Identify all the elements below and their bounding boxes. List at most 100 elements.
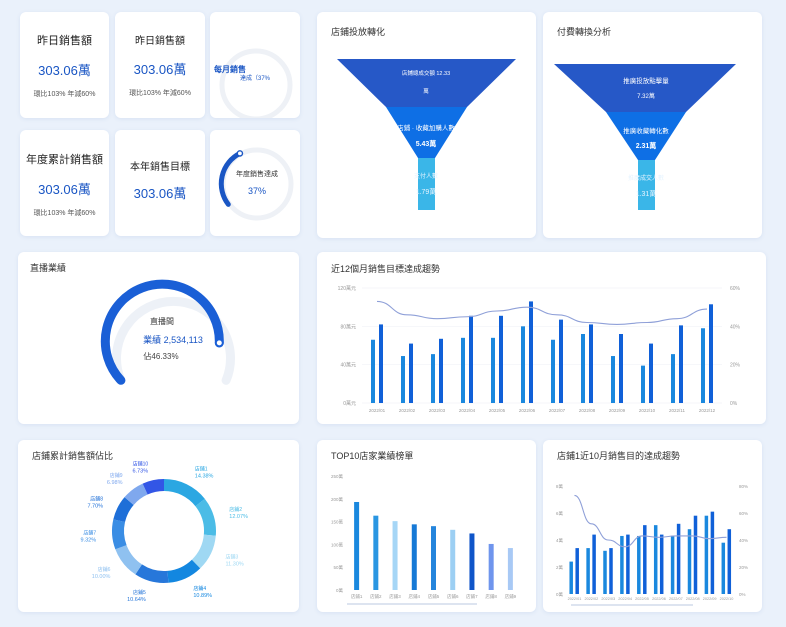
slice-value: 14.38% [195, 474, 214, 480]
slice-value: 11.30% [226, 561, 244, 567]
bar [653, 525, 658, 594]
trend-12-month-chart: 0萬元 40萬元 80萬元 120萬元 0% 20% 40% 60% 2022/01 2022/0… [338, 285, 741, 413]
bar [679, 325, 683, 403]
bar [637, 535, 641, 594]
bar [392, 521, 398, 590]
x-tick-label: 2022/04 [618, 597, 632, 601]
series-line [574, 494, 727, 548]
funnel-stage-2-value: 2.31萬 [636, 141, 657, 150]
donut-slice [167, 559, 201, 583]
gauge-percent: 佔46.33% [143, 351, 178, 361]
funnel-stage-3 [638, 160, 655, 210]
funnel-stage-2 [606, 112, 686, 160]
funnel-stage-1-value: 萬 [423, 87, 429, 95]
slice-value: 6.73% [133, 468, 149, 474]
funnel-stage-3-label: 支付人數 [414, 172, 438, 180]
x-tick-label: 2022/08 [686, 597, 700, 601]
x-tick-label: 店鋪9 [505, 593, 517, 600]
bar [704, 515, 709, 594]
x-tick-label: 2022/05 [635, 597, 649, 601]
x-tick-label: 店鋪5 [428, 593, 440, 600]
bar [551, 339, 555, 403]
x-tick-label: 店鋪2 [370, 593, 382, 600]
year-achieve-gauge-card: 年度銷售達成 37% [210, 130, 300, 236]
bar [592, 534, 596, 594]
slice-value: 7.70% [87, 503, 103, 509]
bar [450, 529, 456, 590]
x-tick-label: 2022/01 [369, 408, 386, 413]
slice-label: 店鋪2 [229, 506, 242, 513]
gauge-title: 每月銷售 [214, 64, 246, 74]
live-performance-card: 直播業績 直播間 業績 2,534,113 佔46.33% [18, 252, 299, 424]
x-tick-label: 2022/03 [429, 408, 446, 413]
bar [693, 515, 698, 594]
y-tick-label: 150萬 [331, 519, 344, 526]
funnel-stage-3-label: 推廣成交人數 [628, 174, 664, 182]
funnel-stage-1-label: 推廣投放點擊量 [623, 76, 669, 85]
kpi-title: 昨日銷售額 [135, 36, 185, 47]
slice-label: 店鋪7 [83, 529, 96, 536]
slice-label: 店鋪5 [133, 589, 146, 596]
funnel-stage-1 [337, 59, 516, 107]
bar [710, 511, 715, 594]
x-tick-label: 2022/02 [584, 597, 598, 601]
kpi-title: 昨日銷售額 [37, 35, 92, 47]
slice-value: 6.98% [107, 480, 123, 486]
x-tick-label: 店鋪7 [466, 593, 478, 600]
slice-value: 9.32% [81, 537, 97, 543]
slice-label: 店鋪10 [133, 460, 149, 467]
x-tick-label: 2022/11 [669, 408, 685, 413]
y2-tick-label: 60% [739, 511, 748, 516]
y-tick-label: 2萬 [556, 564, 564, 571]
series-line [376, 300, 708, 325]
bar [379, 324, 383, 403]
bar [603, 550, 607, 594]
y2-tick-label: 40% [730, 324, 741, 330]
slice-label: 店鋪1 [195, 466, 208, 473]
funnel-stage-3-value: 1.79萬 [416, 187, 437, 196]
slice-label: 店鋪4 [193, 585, 206, 592]
funnel-stage-2-label: 店鋪 · 收藏加購人數 [397, 123, 455, 132]
bar [671, 354, 675, 403]
bar [676, 523, 681, 594]
y-tick-label: 6萬 [556, 510, 564, 517]
donut-slice [113, 497, 134, 523]
y2-tick-label: 0% [730, 401, 738, 407]
funnel-stage-2-label: 推廣收藏轉化數 [623, 126, 669, 135]
bar [469, 315, 473, 403]
y-tick-label: 4萬 [556, 537, 564, 544]
bar [641, 365, 645, 403]
x-tick-label: 2022/12 [699, 408, 716, 413]
bar [569, 561, 573, 594]
x-tick-label: 2022/06 [652, 597, 666, 601]
funnel-store-conversion-card: 店鋪投放轉化 店鋪總成交額 12.33 萬 店鋪 · 收藏加購人數 5.43萬 … [317, 12, 536, 238]
y-tick-label: 100萬 [331, 541, 344, 548]
x-tick-label: 2022/02 [399, 408, 416, 413]
bar [431, 526, 436, 590]
x-tick-label: 店鋪6 [447, 593, 459, 600]
card-title: 店鋪累計銷售額佔比 [32, 451, 114, 461]
y-tick-label: 0萬 [556, 591, 564, 598]
kpi-value: 303.06萬 [38, 63, 91, 78]
funnel-stage-2 [386, 107, 467, 158]
card-title: TOP10店家業績榜單 [331, 451, 414, 461]
x-tick-label: 2022/01 [568, 597, 582, 601]
y2-tick-label: 20% [739, 565, 748, 570]
y2-tick-label: 20% [730, 363, 741, 369]
bar [559, 319, 563, 403]
live-performance-gauge: 直播間 業績 2,534,113 佔46.33% [100, 279, 235, 385]
donut-slice [142, 479, 164, 495]
y-tick-label: 200萬 [331, 496, 344, 503]
x-tick-label: 2022/07 [669, 597, 683, 601]
kpi-value: 303.06萬 [38, 182, 91, 197]
slice-label: 店鋪6 [98, 566, 111, 573]
bar [521, 326, 525, 403]
funnel-stage-2-value: 5.43萬 [416, 139, 437, 148]
slice-value: 10.64% [127, 597, 146, 603]
y-tick-label: 80萬元 [340, 323, 356, 330]
trend-12-month-card: 近12個月銷售目標達成趨勢 0萬元 40萬元 80萬元 120萬元 0% 20% 40% 60… [317, 252, 766, 424]
y-tick-label: 250萬 [331, 473, 344, 480]
y2-tick-label: 80% [739, 484, 748, 489]
bar [409, 343, 413, 403]
slice-value: 10.00% [92, 574, 111, 580]
